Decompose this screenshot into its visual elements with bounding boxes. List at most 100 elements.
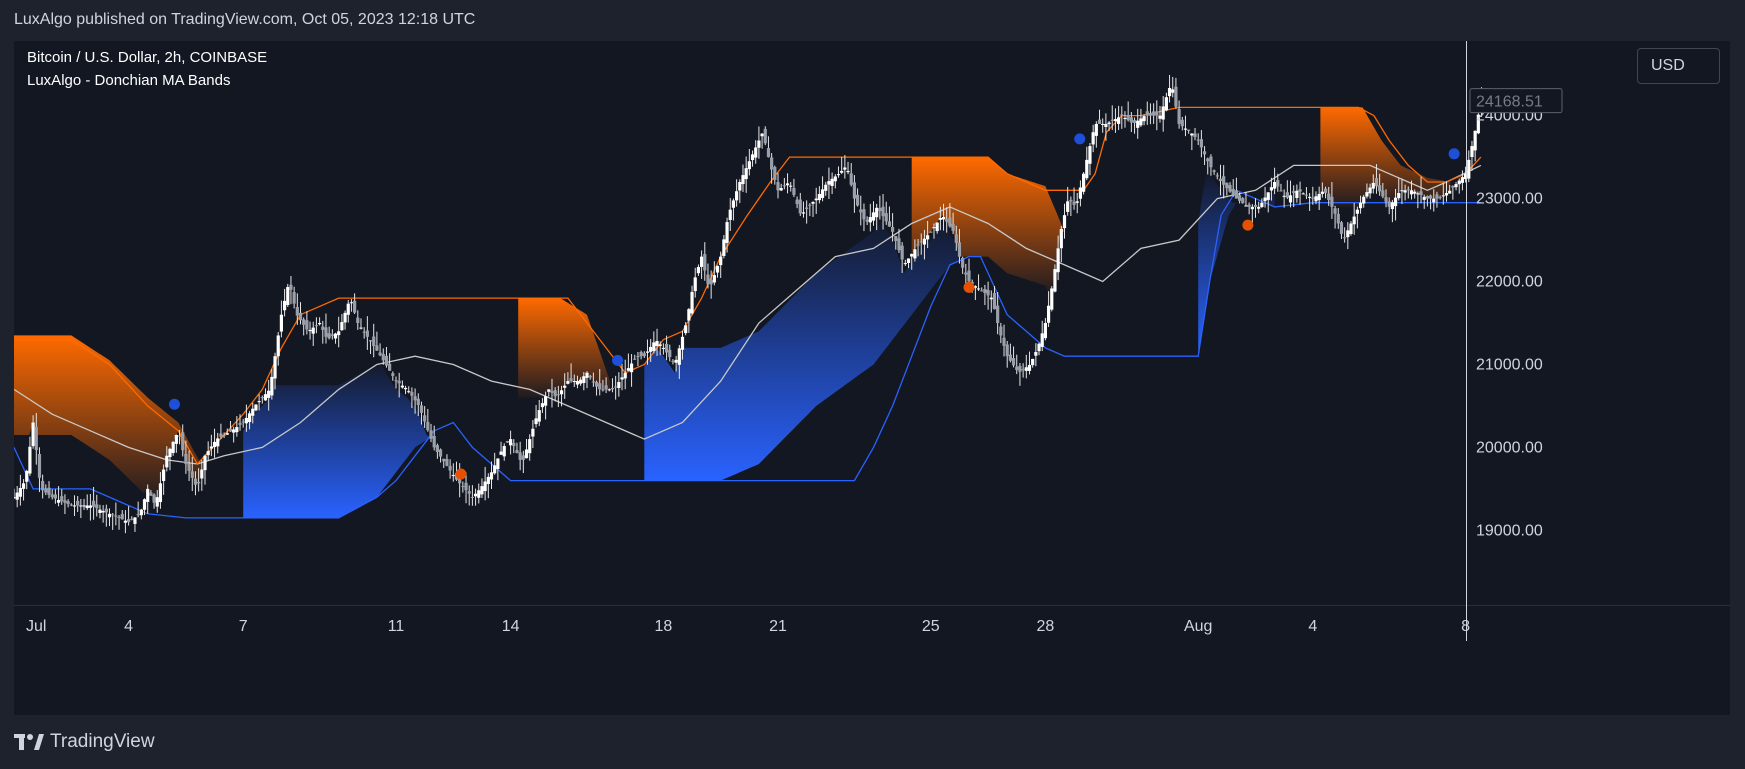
candle-body [216,438,220,447]
candle-body [610,387,615,390]
candle-body [1387,201,1391,207]
candle-body [1091,132,1095,145]
candle-body [524,449,529,459]
bullish-signal-dot [168,398,180,410]
candle-body [884,213,888,222]
candle-body [1152,111,1156,116]
candle-body [1460,177,1465,183]
candle-body [948,217,952,227]
bearish-signal-dot [455,468,467,480]
candle-body [741,175,745,185]
current-price-label: 24168.51 [1476,94,1543,111]
candle-body [852,182,856,199]
candle-body [1406,189,1410,191]
candle-body [1448,190,1452,194]
candle-body [776,182,780,191]
currency-selector[interactable]: USD [1637,48,1720,84]
candle-body [397,380,401,384]
candle-body [639,352,643,357]
candle-body [932,227,936,229]
symbol-legend[interactable]: Bitcoin / U.S. Dollar, 2h, COINBASE [27,49,268,66]
candle-body [534,418,538,425]
candle-body [177,435,182,437]
candle-body [181,432,185,451]
candle-body [187,464,191,471]
candle-body [1438,197,1442,199]
upper-band-fill [1320,107,1451,207]
candle-body [1419,191,1423,196]
candle-body [617,381,621,389]
candle-body [37,453,42,478]
time-tick-label: 4 [1308,618,1317,635]
candle-body [731,200,736,208]
candle-body [1365,192,1369,197]
candle-body [569,378,573,382]
candle-body [881,206,885,217]
candle-body [292,292,296,304]
candle-body [1409,190,1414,195]
candle-body [1062,215,1067,229]
candle-body [1346,230,1350,238]
candle-body [378,352,382,356]
candle-body [642,353,646,357]
candle-body [467,491,471,494]
candle-body [337,331,341,336]
candle-body [1132,120,1137,124]
candle-body [298,312,303,321]
candle-body [1120,114,1124,116]
price-tick-label: 22000.00 [1476,274,1543,291]
candle-body [1117,117,1121,124]
candle-body [1031,358,1035,366]
candle-body [438,449,443,457]
candle-body [792,188,796,195]
candle-body [1250,206,1254,210]
candle-body [1295,190,1299,199]
candle-body [155,497,159,507]
candle-body [263,394,268,401]
candle-body [72,505,77,507]
candle-body [926,235,930,240]
indicator-legend[interactable]: LuxAlgo - Donchian MA Bands [27,72,231,89]
candle-body [1218,178,1223,182]
candle-body [407,391,411,393]
candle-body [572,381,576,383]
candle-body [419,405,424,413]
candle-body [130,518,134,520]
chart-frame[interactable]: 24000.00 23000.00 22000.00 21000.00 20000.00… [14,41,1730,715]
time-tick-label: Jul [26,618,46,635]
candle-body [1400,190,1404,192]
candle-body [184,453,188,464]
candle-body [798,199,802,214]
candle-body [340,322,344,331]
candle-body [426,421,430,431]
price-chart[interactable]: 24000.0023000.0022000.0021000.0020000.00… [14,41,1730,715]
candle-body [588,375,592,378]
candle-body [384,355,389,366]
candle-body [473,493,478,497]
candle-body [566,381,570,384]
candle-body [1034,352,1038,356]
candle-body [929,231,933,233]
candle-body [1126,115,1130,121]
candle-body [197,481,201,484]
candle-body [521,455,525,460]
candle-body [684,325,688,334]
candle-body [1142,116,1146,122]
candle-body [123,520,128,523]
candle-body [1177,109,1181,124]
candle-body [1304,194,1309,196]
candle-body [913,249,917,259]
tradingview-brand[interactable]: TradingView [14,731,155,753]
candle-body [1476,114,1480,134]
time-tick-label: 8 [1461,618,1470,635]
candle-body [1435,194,1439,199]
candle-body [168,448,172,458]
upper-band-fill [911,157,1065,295]
candle-body [1158,115,1162,119]
candle-body [830,178,834,186]
candle-body [107,513,112,518]
candle-body [779,187,783,191]
candle-body [76,500,80,506]
bearish-signal-dot [963,281,975,293]
candle-body [1393,197,1398,207]
